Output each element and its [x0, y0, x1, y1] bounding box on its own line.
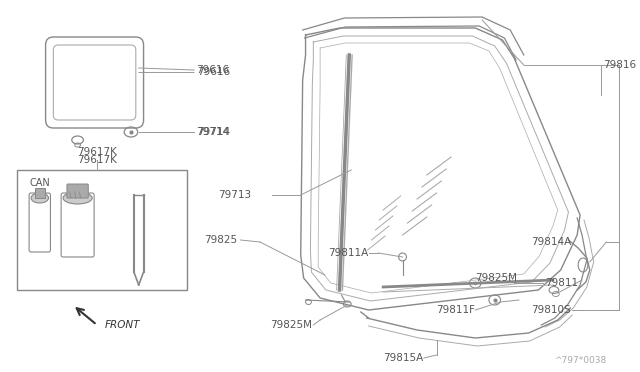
FancyBboxPatch shape: [29, 193, 51, 252]
FancyBboxPatch shape: [45, 37, 143, 128]
Text: 79617K: 79617K: [77, 155, 117, 165]
Text: CAN: CAN: [29, 178, 50, 188]
Text: ^797*0038: ^797*0038: [554, 356, 606, 365]
Text: 79714: 79714: [196, 127, 229, 137]
Ellipse shape: [63, 192, 92, 204]
Text: 79713: 79713: [218, 190, 252, 200]
FancyBboxPatch shape: [35, 188, 45, 198]
Text: 79811A: 79811A: [328, 248, 368, 258]
Text: 79811F: 79811F: [436, 305, 476, 315]
Text: 79811: 79811: [545, 278, 579, 288]
Text: 79617K: 79617K: [77, 147, 117, 157]
Text: 79815A: 79815A: [383, 353, 424, 363]
Text: 79825M: 79825M: [269, 320, 312, 330]
Text: 79616: 79616: [197, 67, 230, 77]
FancyBboxPatch shape: [61, 193, 94, 257]
Text: 79714: 79714: [197, 127, 230, 137]
Text: 79616: 79616: [196, 65, 229, 75]
FancyBboxPatch shape: [67, 184, 88, 198]
Text: 79816: 79816: [604, 60, 637, 70]
Text: 79810S: 79810S: [532, 305, 572, 315]
Ellipse shape: [31, 193, 49, 203]
Text: FRONT: FRONT: [105, 320, 140, 330]
FancyBboxPatch shape: [17, 170, 188, 290]
FancyBboxPatch shape: [53, 45, 136, 120]
Text: 79814A: 79814A: [532, 237, 572, 247]
Text: 79825M: 79825M: [476, 273, 517, 283]
Text: 79825: 79825: [204, 235, 237, 245]
